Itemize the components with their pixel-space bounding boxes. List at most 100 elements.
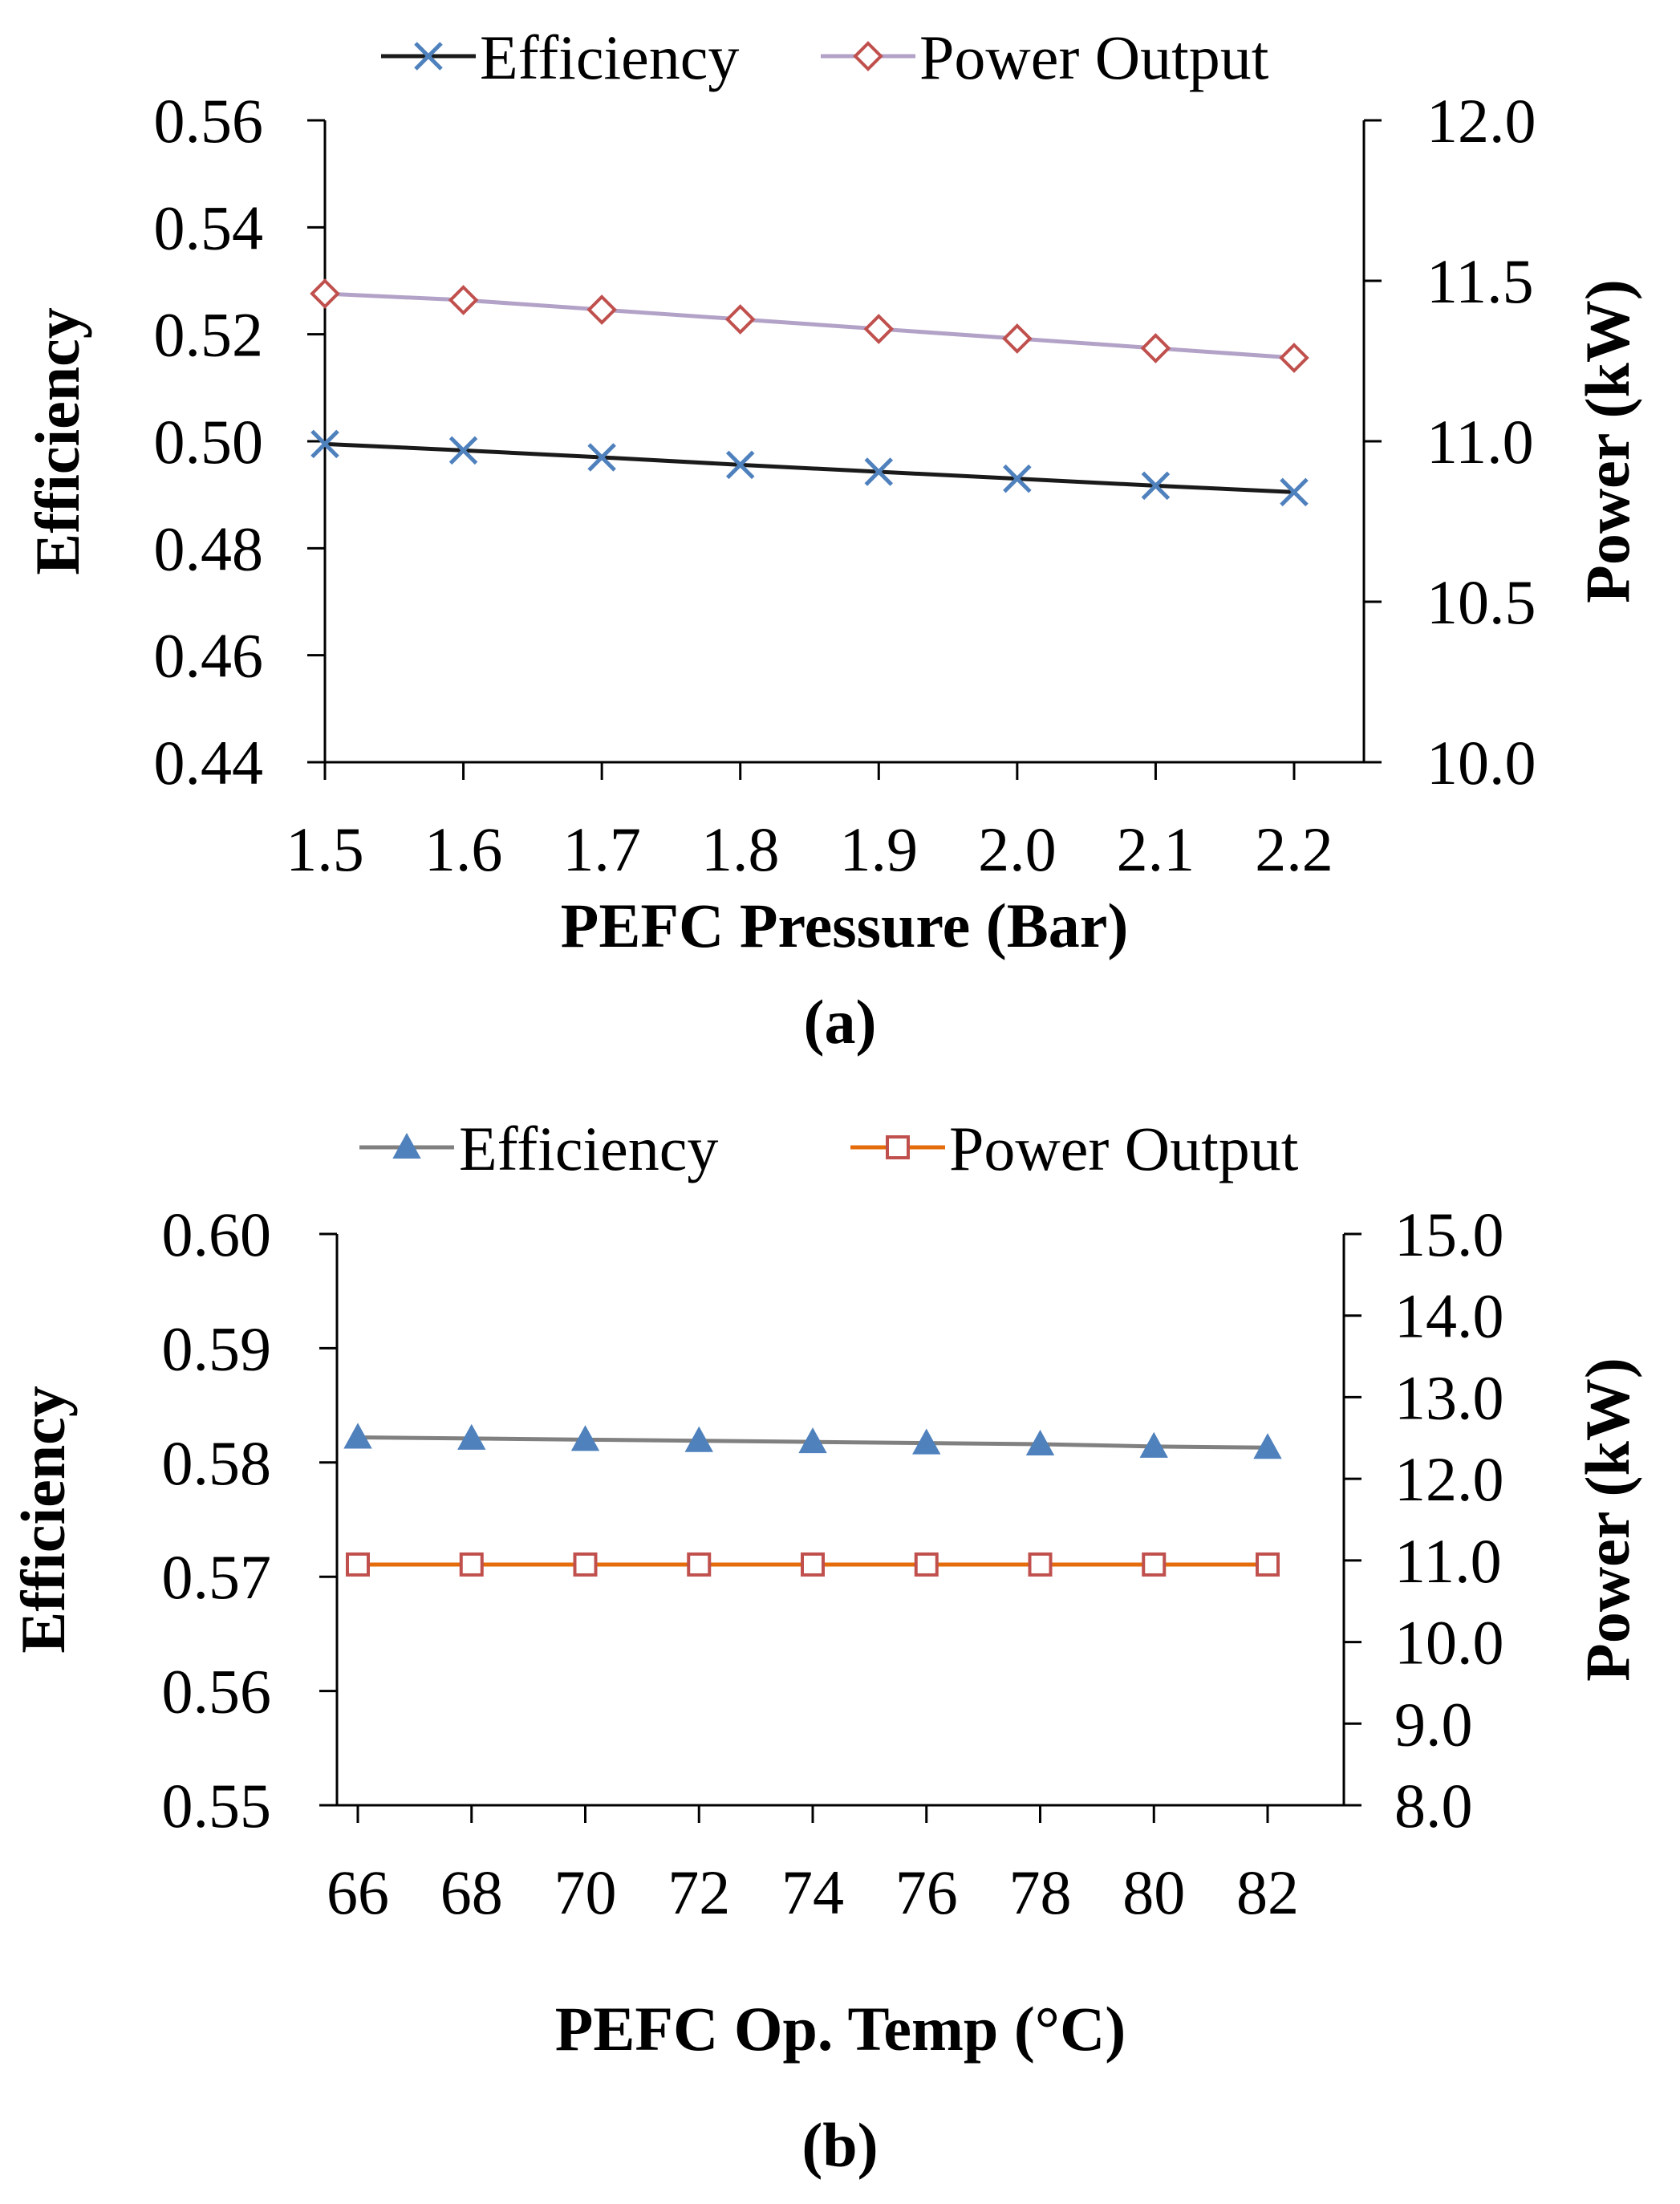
series-efficiency <box>310 429 1309 507</box>
left-tick-label: 0.59 <box>162 1313 272 1383</box>
data-point <box>1279 343 1309 373</box>
legend-item-power-output: Power Output <box>821 22 1269 92</box>
right-tick-label: 11.0 <box>1394 1526 1502 1596</box>
data-point <box>310 278 340 309</box>
panel-label: (a) <box>804 987 877 1057</box>
data-point <box>1280 477 1309 507</box>
right-tick-label: 12.0 <box>1394 1444 1504 1514</box>
right-tick-label: 12.0 <box>1426 86 1536 156</box>
right-axis-title: Power (kW) <box>1572 1358 1642 1682</box>
data-point <box>1142 1552 1167 1577</box>
x-tick-label: 1.7 <box>562 814 641 884</box>
x-tick-label: 1.8 <box>701 814 780 884</box>
left-tick-label: 0.46 <box>154 621 264 691</box>
left-tick-label: 0.55 <box>162 1771 272 1841</box>
right-tick-label: 13.0 <box>1394 1362 1504 1432</box>
x-tick-label: 1.9 <box>840 814 919 884</box>
data-point <box>1139 1431 1168 1458</box>
data-point <box>1003 464 1032 493</box>
right-tick-label: 11.5 <box>1426 246 1534 316</box>
right-tick-label: 10.5 <box>1426 567 1536 637</box>
data-point <box>864 457 894 486</box>
series-power-output <box>346 1552 1280 1577</box>
data-point <box>912 1428 941 1455</box>
left-tick-label: 0.57 <box>162 1542 272 1612</box>
left-axis-title: Efficiency <box>8 1386 78 1654</box>
left-tick-label: 0.56 <box>162 1657 272 1727</box>
data-point <box>687 1552 712 1577</box>
left-tick-label: 0.54 <box>154 193 264 262</box>
legend-label: Power Output <box>949 1114 1299 1183</box>
data-point <box>346 1552 370 1577</box>
left-tick-label: 0.48 <box>154 513 264 583</box>
x-tick-label: 76 <box>895 1857 958 1927</box>
right-tick-label: 14.0 <box>1394 1281 1504 1351</box>
x-tick-label: 72 <box>668 1857 730 1927</box>
x-axis-title: PEFC Pressure (Bar) <box>561 891 1129 960</box>
x-tick-label: 2.0 <box>978 814 1057 884</box>
data-point <box>459 1552 484 1577</box>
x-tick-label: 2.1 <box>1117 814 1195 884</box>
x-axis-title: PEFC Op. Temp (°C) <box>555 1994 1126 2064</box>
data-point <box>1253 1433 1282 1459</box>
legend-item-efficiency: Efficiency <box>359 1114 718 1183</box>
x-tick-label: 80 <box>1122 1857 1185 1927</box>
data-point <box>343 1423 372 1449</box>
data-point <box>310 429 339 459</box>
x-tick-label: 78 <box>1009 1857 1072 1927</box>
data-point <box>798 1427 827 1454</box>
data-point <box>448 436 478 465</box>
data-point <box>570 1425 600 1451</box>
right-tick-label: 10.0 <box>1426 728 1536 798</box>
data-point <box>684 1426 713 1452</box>
left-tick-label: 0.50 <box>154 407 264 477</box>
data-point <box>573 1552 598 1577</box>
x-tick-label: 1.6 <box>424 814 503 884</box>
x-tick-label: 74 <box>781 1857 844 1927</box>
data-point <box>725 450 755 480</box>
data-point <box>586 294 617 325</box>
x-tick-label: 66 <box>327 1857 389 1927</box>
left-tick-label: 0.56 <box>154 86 264 156</box>
left-tick-label: 0.52 <box>154 300 264 370</box>
series-line <box>324 291 1295 360</box>
data-point <box>1256 1552 1280 1577</box>
data-point <box>914 1552 939 1577</box>
right-tick-label: 10.0 <box>1394 1608 1504 1678</box>
left-axis-title: Efficiency <box>22 307 92 575</box>
panel-label: (b) <box>801 2110 878 2180</box>
x-tick-label: 2.2 <box>1255 814 1333 884</box>
data-point <box>448 285 479 315</box>
legend-marker <box>853 41 883 71</box>
legend-label: Power Output <box>919 22 1269 92</box>
data-point <box>863 314 895 344</box>
chart-b: 0.60 0.59 0.58 0.57 0.56 0.55 15.0 14.0 13.0 12.0… <box>8 1114 1642 2180</box>
data-point <box>1002 323 1033 354</box>
legend-item-power-output: Power Output <box>850 1114 1299 1183</box>
data-point <box>457 1423 486 1450</box>
legend-marker <box>392 1132 421 1159</box>
legend-marker <box>414 42 443 71</box>
data-point <box>801 1552 825 1577</box>
legend-label: Efficiency <box>480 22 739 92</box>
legend-marker <box>886 1135 910 1159</box>
right-tick-label: 15.0 <box>1394 1199 1504 1269</box>
right-tick-label: 11.0 <box>1426 407 1534 477</box>
series-line <box>324 441 1295 494</box>
data-point <box>1140 333 1171 363</box>
x-tick-label: 1.5 <box>286 814 364 884</box>
data-point <box>1141 471 1171 501</box>
left-tick-label: 0.58 <box>162 1428 272 1498</box>
right-tick-label: 9.0 <box>1394 1689 1473 1759</box>
series-efficiency <box>343 1423 1282 1459</box>
right-tick-label: 8.0 <box>1394 1771 1473 1841</box>
data-point <box>1028 1552 1053 1577</box>
left-tick-label: 0.44 <box>154 728 264 798</box>
right-axis-title: Power (kW) <box>1572 279 1642 603</box>
x-tick-label: 70 <box>554 1857 617 1927</box>
x-tick-label: 82 <box>1236 1857 1299 1927</box>
legend-label: Efficiency <box>459 1114 718 1183</box>
data-point <box>587 443 616 472</box>
x-tick-label: 68 <box>440 1857 503 1927</box>
